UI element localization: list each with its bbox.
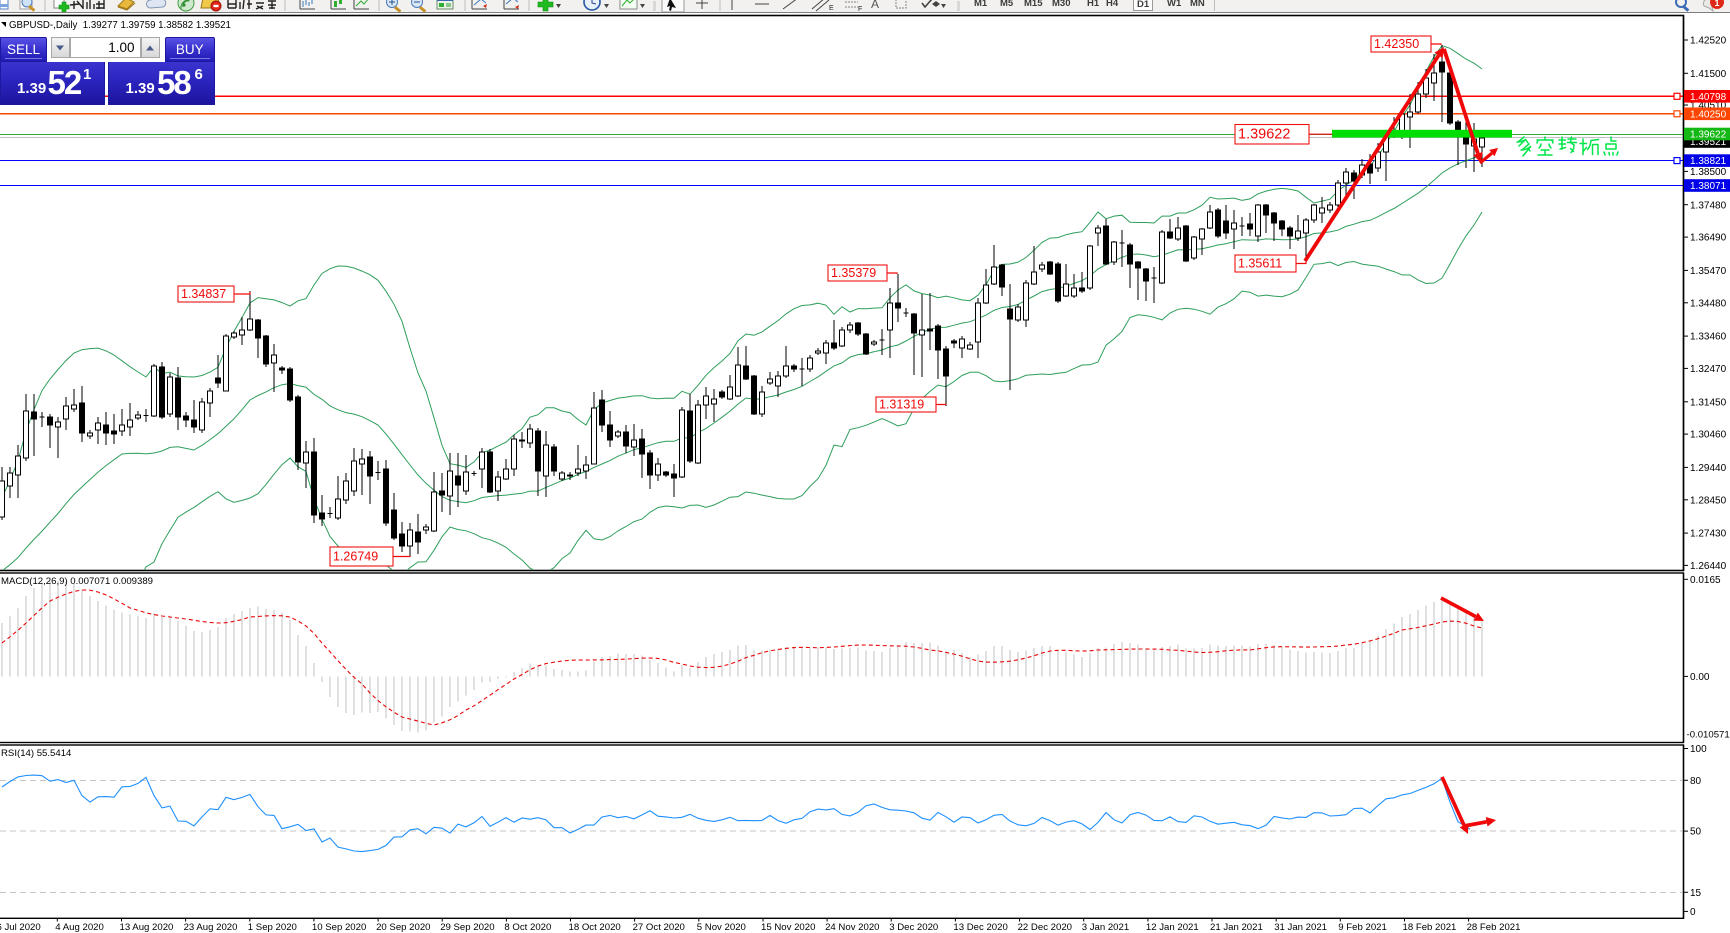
svg-text:0.00: 0.00 — [1690, 672, 1710, 683]
svg-text:1.42350: 1.42350 — [1374, 37, 1419, 51]
svg-text:15 Nov 2020: 15 Nov 2020 — [761, 922, 815, 933]
svg-text:9 Feb 2021: 9 Feb 2021 — [1338, 922, 1387, 933]
svg-text:1: 1 — [1715, 0, 1720, 8]
svg-text:1.33460: 1.33460 — [1690, 332, 1727, 343]
svg-text:1.27430: 1.27430 — [1690, 529, 1727, 540]
svg-text:1.42520: 1.42520 — [1690, 36, 1727, 47]
svg-text:1.26749: 1.26749 — [333, 550, 378, 564]
svg-text:28 Feb 2021: 28 Feb 2021 — [1467, 922, 1521, 933]
svg-text:10 Sep 2020: 10 Sep 2020 — [312, 922, 366, 933]
svg-text:1.40250: 1.40250 — [1690, 109, 1727, 120]
svg-text:50: 50 — [1690, 827, 1702, 838]
svg-text:31 Jan 2021: 31 Jan 2021 — [1274, 922, 1327, 933]
svg-text:26 Jul 2020: 26 Jul 2020 — [0, 922, 41, 933]
svg-text:1 Sep 2020: 1 Sep 2020 — [248, 922, 297, 933]
svg-text:1.32470: 1.32470 — [1690, 364, 1727, 375]
svg-text:15: 15 — [1690, 888, 1702, 899]
svg-text:1.38500: 1.38500 — [1690, 167, 1727, 178]
svg-text:1.40510: 1.40510 — [1690, 101, 1727, 112]
svg-text:3 Jan 2021: 3 Jan 2021 — [1082, 922, 1129, 933]
svg-text:MACD(12,26,9) 0.007071 0.00938: MACD(12,26,9) 0.007071 0.009389 — [1, 576, 153, 587]
svg-text:1.40798: 1.40798 — [1690, 92, 1727, 103]
svg-text:24 Nov 2020: 24 Nov 2020 — [825, 922, 879, 933]
svg-text:1.38071: 1.38071 — [1690, 181, 1727, 192]
svg-text:13 Dec 2020: 13 Dec 2020 — [953, 922, 1007, 933]
svg-text:1.37480: 1.37480 — [1690, 200, 1727, 211]
svg-text:18 Oct 2020: 18 Oct 2020 — [569, 922, 621, 933]
svg-text:1.39521: 1.39521 — [1690, 137, 1727, 148]
svg-text:29 Sep 2020: 29 Sep 2020 — [440, 922, 494, 933]
svg-text:1.28450: 1.28450 — [1690, 495, 1727, 506]
svg-text:1.35470: 1.35470 — [1690, 266, 1727, 277]
svg-text:5 Nov 2020: 5 Nov 2020 — [697, 922, 746, 933]
svg-text:1.31319: 1.31319 — [879, 398, 924, 412]
svg-text:0: 0 — [1690, 907, 1696, 918]
svg-text:20 Sep 2020: 20 Sep 2020 — [376, 922, 430, 933]
svg-text:1.39622: 1.39622 — [1690, 130, 1727, 141]
svg-text:1.30460: 1.30460 — [1690, 430, 1727, 441]
svg-text:1.31450: 1.31450 — [1690, 397, 1727, 408]
svg-text:1.39622: 1.39622 — [1238, 126, 1290, 142]
svg-text:23 Aug 2020: 23 Aug 2020 — [184, 922, 238, 933]
svg-text:1.26440: 1.26440 — [1690, 561, 1727, 572]
svg-text:12 Jan 2021: 12 Jan 2021 — [1146, 922, 1199, 933]
svg-text:1.35611: 1.35611 — [1238, 257, 1282, 271]
svg-text:0.0165: 0.0165 — [1690, 575, 1721, 586]
svg-text:8 Oct 2020: 8 Oct 2020 — [504, 922, 551, 933]
svg-text:1.34837: 1.34837 — [181, 287, 226, 301]
svg-text:1.36490: 1.36490 — [1690, 233, 1727, 244]
svg-text:4 Aug 2020: 4 Aug 2020 — [55, 922, 104, 933]
svg-text:100: 100 — [1690, 744, 1707, 755]
svg-text:18 Feb 2021: 18 Feb 2021 — [1403, 922, 1457, 933]
svg-text:1.35379: 1.35379 — [831, 266, 876, 280]
svg-text:22 Dec 2020: 22 Dec 2020 — [1018, 922, 1072, 933]
svg-text:3 Dec 2020: 3 Dec 2020 — [889, 922, 938, 933]
svg-text:13 Aug 2020: 13 Aug 2020 — [120, 922, 174, 933]
svg-text:F: F — [858, 6, 862, 13]
svg-text:RSI(14) 55.5414: RSI(14) 55.5414 — [1, 748, 72, 759]
svg-text:80: 80 — [1690, 776, 1702, 787]
svg-text:1.38821: 1.38821 — [1690, 156, 1727, 167]
svg-text:21 Jan 2021: 21 Jan 2021 — [1210, 922, 1263, 933]
svg-text:E: E — [829, 5, 834, 12]
svg-text:1.41500: 1.41500 — [1690, 69, 1727, 80]
svg-text:GBPUSD-,Daily 1.39277 1.39759: GBPUSD-,Daily 1.39277 1.39759 1.38582 1.… — [9, 20, 231, 31]
svg-text:A: A — [871, 0, 879, 11]
svg-text:27 Oct 2020: 27 Oct 2020 — [633, 922, 685, 933]
svg-text:1.29440: 1.29440 — [1690, 463, 1727, 474]
svg-text:1.34480: 1.34480 — [1690, 298, 1727, 309]
svg-text:-0.010571: -0.010571 — [1687, 730, 1730, 741]
